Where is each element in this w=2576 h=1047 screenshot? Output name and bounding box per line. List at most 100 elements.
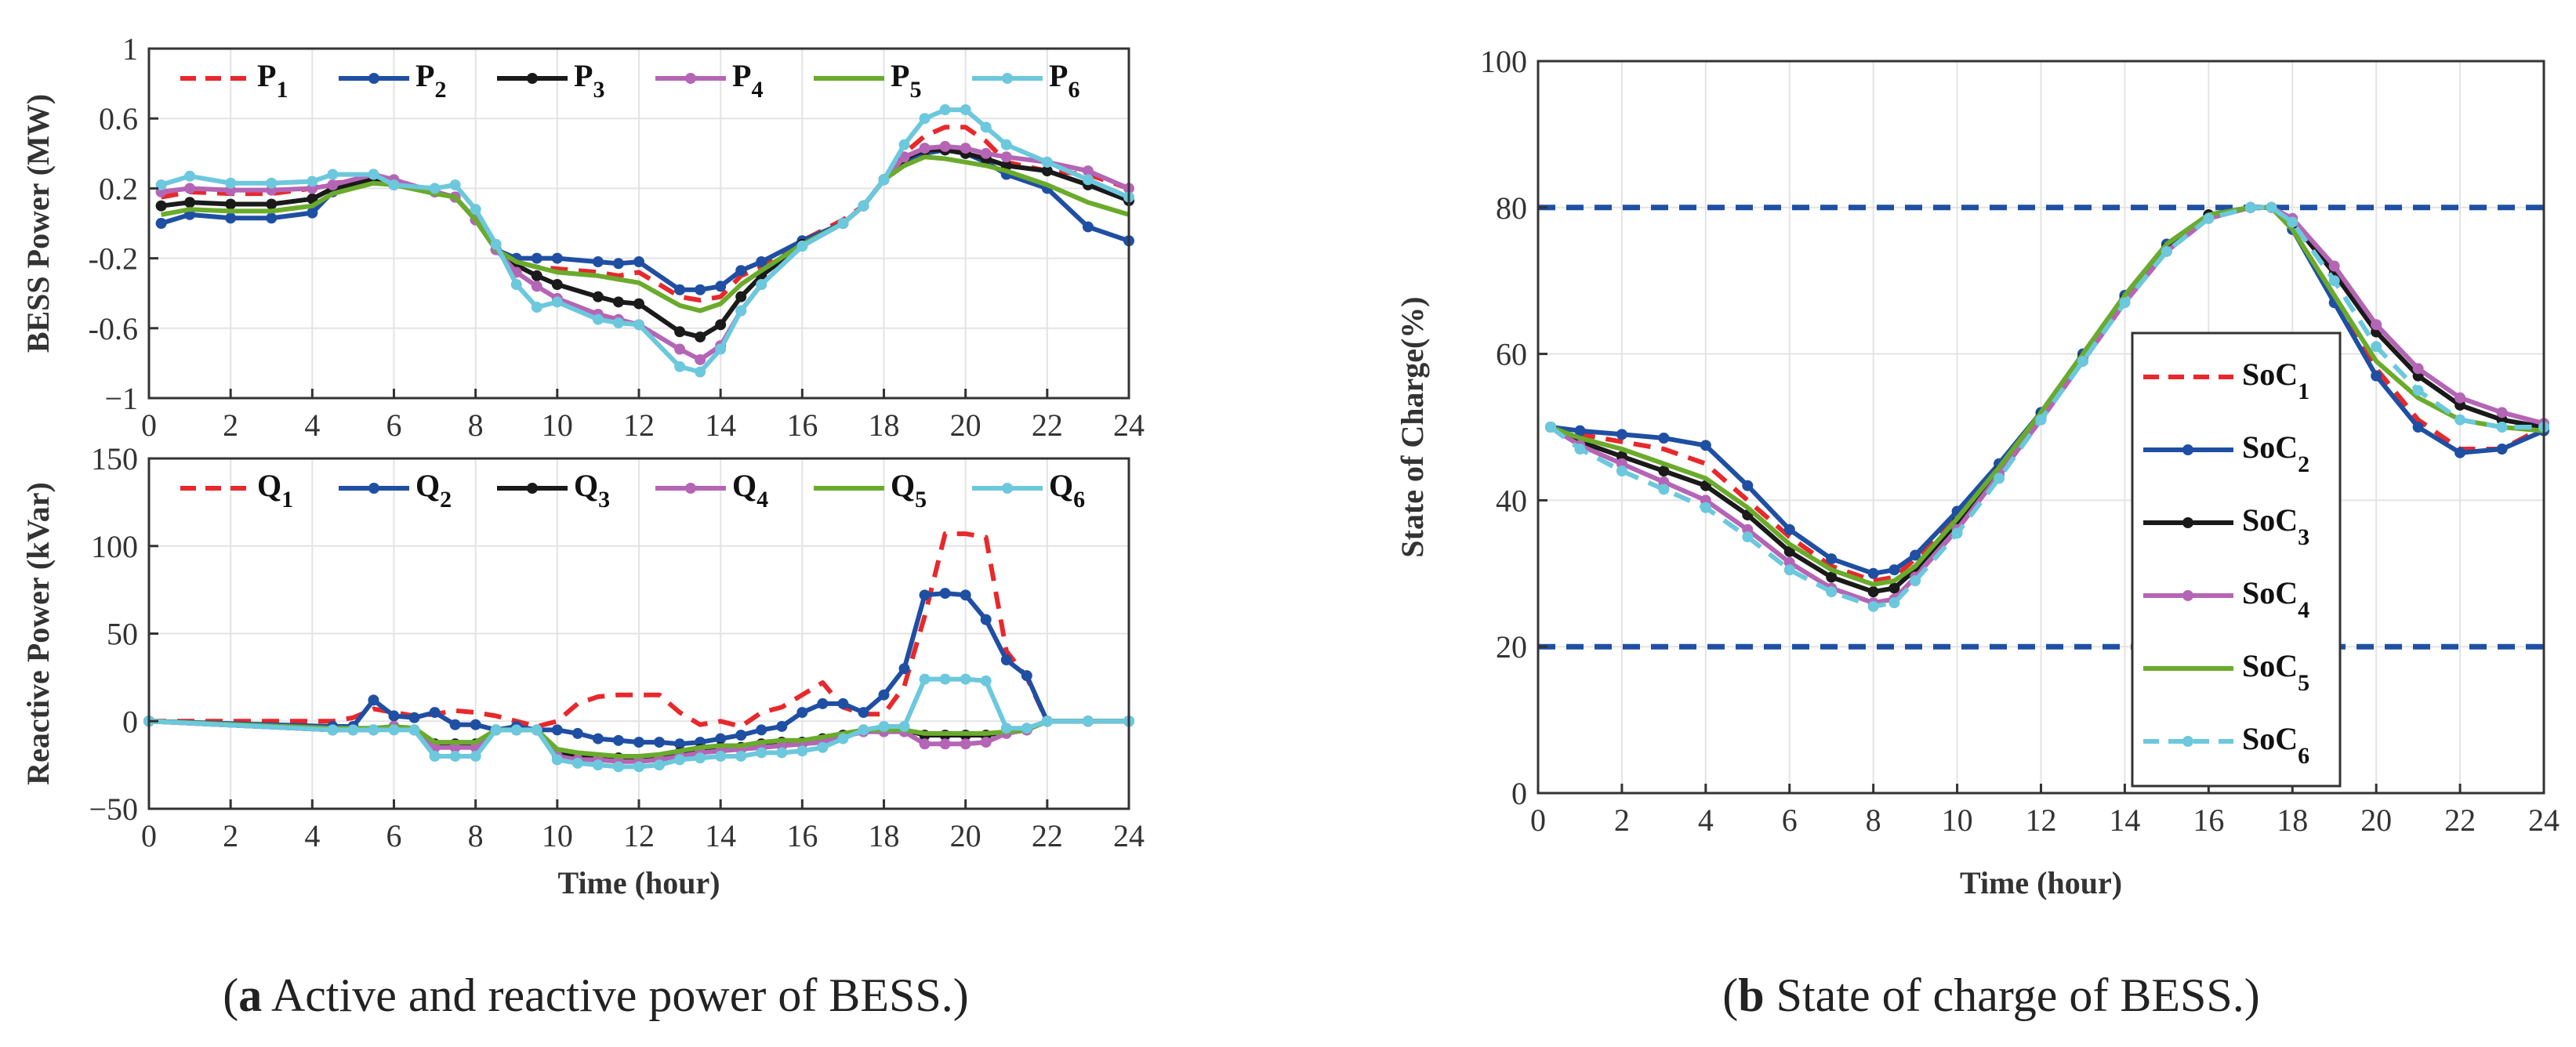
data-point <box>796 745 808 757</box>
data-point <box>1783 545 1795 557</box>
data-point <box>2077 355 2088 367</box>
series-line-p_3 <box>161 147 1130 339</box>
x-tick-label: 22 <box>1032 818 1063 853</box>
data-point <box>2496 444 2508 455</box>
data-point <box>898 139 910 150</box>
x-tick-label: 12 <box>623 818 655 853</box>
data-point <box>1994 473 2005 484</box>
data-point <box>980 147 992 159</box>
y-tick-label: 150 <box>91 441 138 476</box>
data-point <box>531 270 542 281</box>
data-point <box>327 179 339 190</box>
data-point <box>776 720 788 732</box>
legend-subscript: 1 <box>276 77 288 103</box>
legend-marker <box>2182 517 2193 528</box>
data-point <box>2203 212 2215 224</box>
data-point <box>919 589 931 601</box>
series-line-q_1 <box>149 531 1129 729</box>
x-tick-label: 0 <box>1530 802 1546 838</box>
data-point <box>715 319 727 331</box>
data-point <box>388 724 400 736</box>
data-point <box>939 673 951 685</box>
data-point <box>1826 571 1838 583</box>
data-point <box>939 140 951 152</box>
data-point <box>327 724 339 736</box>
data-point <box>2454 447 2466 458</box>
data-point <box>1658 433 1670 444</box>
data-point <box>531 252 542 264</box>
data-point <box>612 317 624 329</box>
data-point <box>960 104 971 116</box>
data-point <box>388 710 400 722</box>
data-point <box>735 750 747 762</box>
data-point <box>1867 586 1879 598</box>
data-point <box>510 279 522 291</box>
y-tick-label: 0 <box>1511 776 1527 811</box>
x-tick-label: 2 <box>1614 802 1630 838</box>
data-point <box>490 724 502 736</box>
data-point <box>368 694 379 706</box>
legend-subscript: 3 <box>593 77 604 103</box>
legend-box <box>2131 331 2342 788</box>
data-point <box>2454 414 2466 426</box>
data-point <box>2412 422 2424 433</box>
data-point <box>490 238 502 250</box>
data-point <box>368 724 379 736</box>
x-tick-label: 16 <box>786 818 818 853</box>
y-tick-label: 40 <box>1496 483 1527 518</box>
data-point <box>756 279 767 291</box>
legend-marker <box>2182 444 2193 455</box>
x-tick-label: 10 <box>1942 802 1973 838</box>
x-tick-label: 22 <box>2444 802 2476 838</box>
data-point <box>1888 564 1900 576</box>
x-tick-label: 14 <box>2109 802 2140 838</box>
y-tick-label: 60 <box>1496 337 1527 372</box>
legend-label: Q2 <box>415 468 452 513</box>
x-tick-label: 18 <box>2277 802 2308 838</box>
data-point <box>837 218 849 229</box>
legend-label: Q5 <box>891 468 927 513</box>
data-point <box>347 724 359 736</box>
x-tick-label: 6 <box>386 408 402 443</box>
data-point <box>2266 201 2277 213</box>
data-point <box>184 170 196 182</box>
y-tick-label: 0 <box>122 704 138 739</box>
y-axis-label: State of Charge(%) <box>1395 296 1430 557</box>
data-point <box>551 296 563 308</box>
data-point <box>919 113 931 125</box>
data-point <box>633 256 644 268</box>
y-tick-label: 20 <box>1496 629 1527 665</box>
data-point <box>715 281 727 292</box>
data-point <box>510 724 522 736</box>
y-tick-label: 100 <box>1480 44 1527 79</box>
y-tick-label: 50 <box>107 617 138 652</box>
data-point <box>368 168 379 180</box>
legend-subscript: 6 <box>2298 743 2309 769</box>
data-point <box>980 737 992 748</box>
data-point <box>266 212 278 224</box>
data-point <box>633 298 644 310</box>
x-tick-label: 20 <box>950 408 981 443</box>
data-point <box>1574 444 1586 455</box>
data-point <box>858 724 869 736</box>
data-point <box>919 673 931 685</box>
data-point <box>571 757 583 769</box>
legend-marker <box>368 73 379 84</box>
data-point <box>1000 654 1012 666</box>
data-point <box>155 200 167 212</box>
data-point <box>155 218 167 229</box>
data-point <box>898 151 910 163</box>
data-point <box>2328 260 2340 272</box>
x-tick-label: 12 <box>2026 802 2057 838</box>
y-tick-label: 80 <box>1496 190 1527 226</box>
x-tick-label: 24 <box>1113 818 1145 853</box>
data-point <box>2371 341 2382 353</box>
legend-label: P5 <box>891 58 921 103</box>
series-line-q_5 <box>148 719 1129 759</box>
x-axis-label: Time (hour) <box>1960 865 2122 900</box>
legend-marker <box>527 73 538 84</box>
data-point <box>674 326 686 338</box>
legend-label: P1 <box>257 58 288 103</box>
y-tick-label: 0.2 <box>99 171 138 206</box>
data-point <box>612 296 624 308</box>
